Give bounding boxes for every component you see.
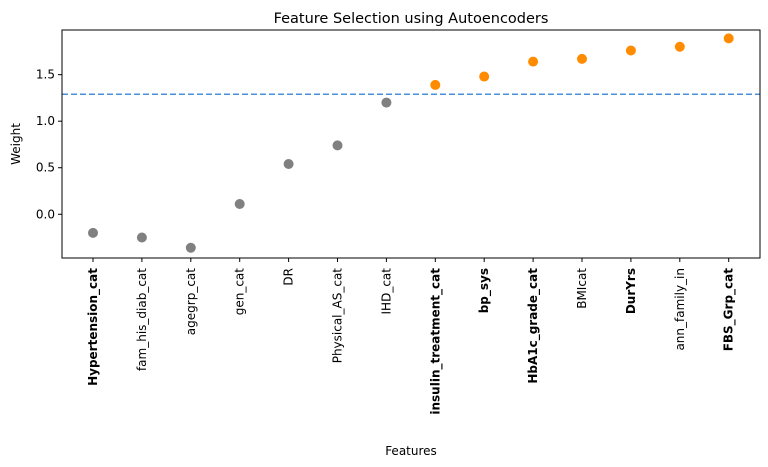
data-point [234, 199, 245, 210]
chart-title: Feature Selection using Autoencoders [274, 11, 549, 27]
x-tick-label: BMIcat [575, 268, 589, 309]
x-tick-label: insulin_treatment_cat [428, 268, 443, 415]
x-tick-label: FBS_Grp_cat [722, 268, 737, 352]
data-point [381, 97, 392, 108]
data-point [528, 56, 539, 67]
x-tick-label: DurYrs [624, 268, 638, 314]
x-axis-label: Features [385, 444, 437, 458]
data-point [88, 227, 98, 238]
data-point [185, 242, 196, 253]
y-tick-label: 0.5 [36, 161, 55, 175]
data-point [479, 71, 490, 82]
y-tick-label: 1.0 [36, 114, 55, 128]
y-tick-label: 1.5 [36, 68, 55, 82]
data-point [332, 140, 343, 151]
data-point [674, 41, 685, 52]
plot-area [62, 33, 760, 253]
data-point [283, 159, 294, 170]
x-tick-label: agegrp_cat [184, 268, 198, 335]
y-tick-label: 0.0 [36, 207, 55, 221]
x-tick-label: gen_cat [233, 268, 247, 316]
y-axis-label: Weight [9, 123, 23, 165]
x-tick-label: Physical_AS_cat [331, 268, 345, 364]
plot-frame [61, 29, 761, 259]
x-tick-label: DR [282, 268, 296, 286]
data-point [136, 232, 147, 243]
data-point [430, 79, 441, 90]
x-tick-label: bp_sys [477, 268, 492, 313]
x-tick-label: HbA1c_grade_cat [526, 268, 541, 384]
data-point [577, 53, 587, 64]
x-tick-label: ann_family_in [673, 268, 687, 351]
data-point [723, 33, 734, 44]
x-tick-label: IHD_cat [379, 268, 393, 315]
x-tick-label: Hypertension_cat [86, 268, 101, 386]
data-point [625, 45, 636, 56]
x-tick-label: fam_his_diab_cat [135, 268, 149, 371]
